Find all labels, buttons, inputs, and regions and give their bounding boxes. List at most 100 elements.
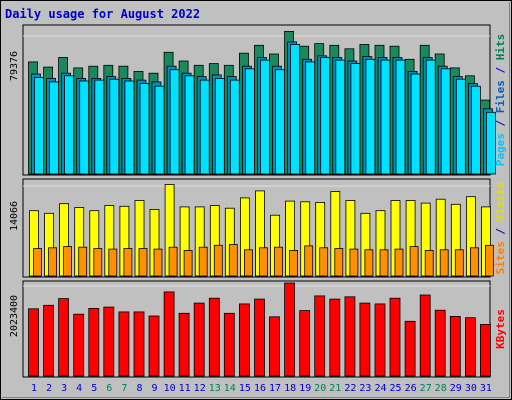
bar-pages-day-11	[184, 75, 195, 175]
bar-kbytes-day-6	[103, 306, 115, 377]
bar-pages-day-12	[199, 79, 210, 175]
x-tick-label: 24	[374, 383, 386, 394]
bar-pages-day-4	[79, 80, 90, 175]
x-tick-label: 2	[46, 383, 52, 394]
legend-label-3: /	[494, 60, 507, 80]
x-tick-label: 13	[209, 383, 221, 394]
bar-sites-day-16	[259, 247, 268, 277]
x-tick-label: 11	[179, 383, 191, 394]
right-legend: Pages / Files / Hits	[494, 34, 507, 167]
bar-pages-day-22	[350, 63, 361, 175]
bar-sites-day-18	[289, 249, 299, 277]
legend-label-1: /	[494, 113, 507, 133]
bar-sites-day-14	[228, 244, 238, 277]
y-max-label: 2023400	[9, 295, 20, 337]
bar-sites-day-7	[123, 248, 133, 277]
panel-middle: 14066 Sites / Visits	[9, 178, 507, 278]
bar-pages-day-26	[410, 73, 421, 175]
series-visits	[29, 184, 491, 277]
x-tick-label: 15	[239, 383, 251, 394]
bar-kbytes-day-1	[28, 308, 39, 377]
x-tick-label: 28	[435, 383, 447, 394]
bar-pages-day-30	[470, 85, 481, 175]
legend-label-2: Visits	[494, 182, 507, 222]
bar-kbytes-day-14	[223, 312, 235, 377]
bar-kbytes-day-17	[269, 316, 280, 377]
bar-sites-day-4	[78, 246, 88, 277]
series-kbytes	[28, 282, 491, 377]
x-tick-label: 14	[224, 383, 236, 394]
bar-kbytes-day-13	[208, 297, 220, 377]
bar-sites-day-26	[409, 246, 419, 277]
x-tick-label: 9	[151, 383, 157, 394]
bar-sites-day-1	[33, 248, 42, 277]
right-legend: KBytes	[494, 309, 507, 349]
bar-kbytes-day-24	[374, 303, 386, 377]
x-tick-label: 21	[329, 383, 341, 394]
bar-pages-day-18	[290, 44, 301, 175]
bar-pages-day-25	[395, 59, 406, 175]
bar-pages-day-15	[244, 68, 255, 175]
bar-sites-day-9	[153, 248, 163, 277]
bar-kbytes-day-8	[133, 311, 145, 377]
bar-kbytes-day-15	[238, 303, 250, 377]
bar-kbytes-day-3	[58, 298, 69, 377]
bar-kbytes-day-26	[404, 320, 416, 377]
bar-sites-day-19	[304, 245, 314, 277]
x-tick-label: 16	[254, 383, 266, 394]
bar-pages-day-2	[49, 81, 59, 175]
bar-sites-day-13	[213, 244, 223, 277]
x-tick-label: 8	[136, 383, 142, 394]
legend-label-2: Files	[494, 80, 507, 113]
bar-kbytes-day-27	[419, 294, 431, 377]
bar-sites-day-30	[469, 247, 479, 277]
bar-kbytes-day-16	[254, 298, 265, 377]
legend-label-0: Sites	[494, 241, 507, 274]
bar-kbytes-day-31	[479, 323, 491, 377]
bar-sites-day-31	[484, 244, 494, 277]
bar-sites-day-5	[93, 248, 103, 277]
legend-label-1: /	[494, 221, 507, 241]
bar-pages-day-6	[109, 78, 120, 175]
panel-top: 79376 Pages / Files / Hits	[9, 24, 507, 176]
bar-sites-day-10	[168, 246, 178, 277]
bar-kbytes-day-11	[178, 312, 190, 377]
bar-kbytes-day-30	[464, 317, 476, 377]
bar-kbytes-day-18	[284, 282, 296, 377]
bar-sites-day-20	[319, 247, 329, 277]
x-tick-label: 18	[284, 383, 296, 394]
bar-pages-day-31	[485, 111, 496, 175]
bar-sites-day-23	[364, 249, 374, 277]
x-tick-label: 30	[465, 383, 477, 394]
bar-kbytes-day-7	[118, 311, 130, 377]
x-tick-label: 31	[480, 383, 492, 394]
bar-kbytes-day-21	[329, 298, 341, 377]
bar-sites-day-6	[108, 248, 118, 277]
bar-pages-day-13	[214, 78, 225, 175]
bar-sites-day-21	[334, 248, 344, 277]
bar-sites-day-12	[198, 246, 208, 277]
bar-kbytes-day-23	[359, 302, 371, 377]
bar-pages-day-3	[64, 75, 74, 175]
bar-kbytes-day-2	[43, 304, 54, 377]
bar-pages-day-9	[154, 85, 165, 175]
bar-pages-day-19	[305, 61, 316, 175]
legend-label-0: Pages	[494, 133, 507, 166]
bar-kbytes-day-10	[163, 291, 175, 377]
bar-kbytes-day-28	[434, 309, 446, 377]
x-tick-label: 12	[194, 383, 206, 394]
bar-kbytes-day-19	[299, 310, 311, 377]
bar-pages-day-27	[425, 59, 436, 175]
bar-sites-day-25	[394, 248, 404, 277]
x-tick-label: 3	[61, 383, 67, 394]
bar-sites-day-2	[48, 247, 57, 277]
x-tick-label: 4	[76, 383, 82, 394]
legend-label-0: KBytes	[494, 309, 507, 349]
right-legend: Sites / Visits	[494, 182, 507, 275]
bar-kbytes-day-4	[73, 313, 85, 377]
bar-pages-day-24	[380, 59, 391, 175]
x-tick-label: 19	[299, 383, 311, 394]
bar-sites-day-8	[138, 248, 148, 277]
